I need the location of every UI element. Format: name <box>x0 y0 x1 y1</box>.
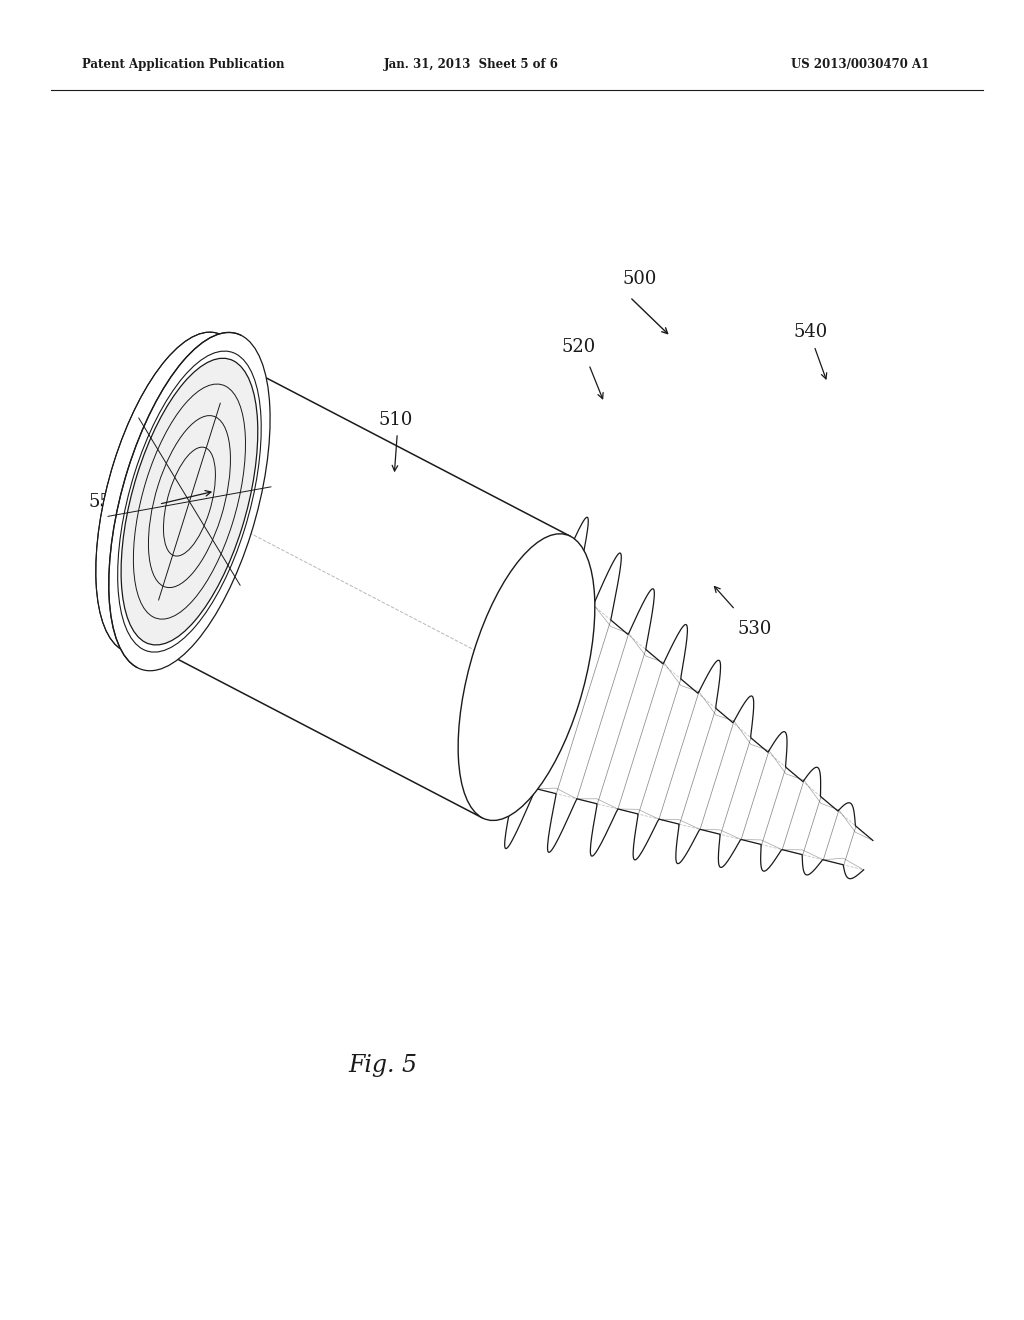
Text: Jan. 31, 2013  Sheet 5 of 6: Jan. 31, 2013 Sheet 5 of 6 <box>384 58 558 71</box>
Text: 550: 550 <box>88 492 122 511</box>
Text: 520: 520 <box>561 338 595 356</box>
Text: 510: 510 <box>379 411 414 429</box>
Text: 530: 530 <box>737 620 772 639</box>
Text: Fig. 5: Fig. 5 <box>348 1053 417 1077</box>
Text: Patent Application Publication: Patent Application Publication <box>82 58 285 71</box>
Ellipse shape <box>121 358 258 645</box>
Ellipse shape <box>109 333 270 671</box>
Ellipse shape <box>96 333 249 653</box>
Text: US 2013/0030470 A1: US 2013/0030470 A1 <box>791 58 930 71</box>
Text: 500: 500 <box>623 269 657 288</box>
Text: 540: 540 <box>794 322 827 341</box>
Ellipse shape <box>458 533 595 821</box>
